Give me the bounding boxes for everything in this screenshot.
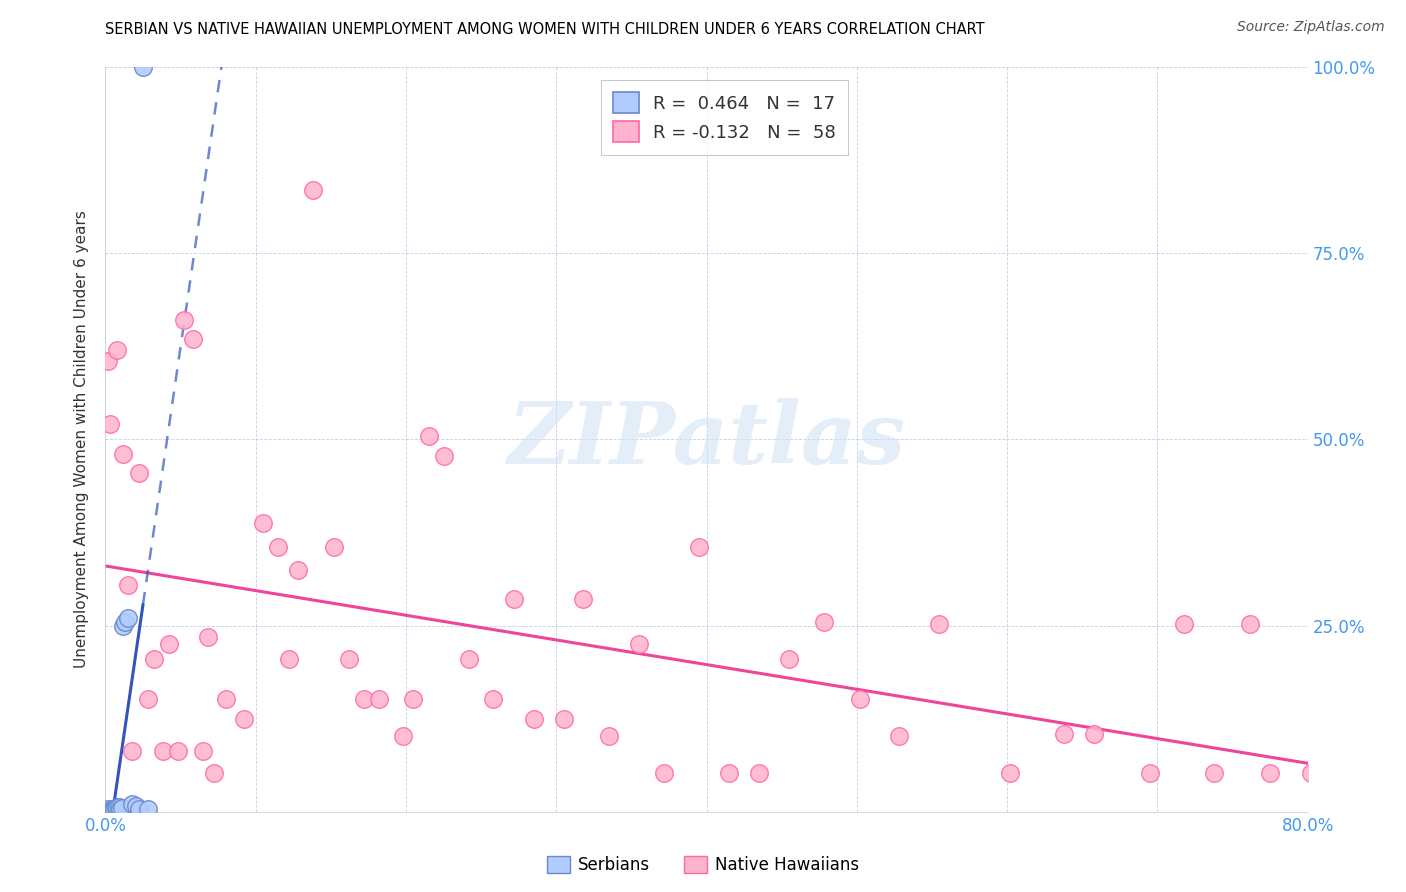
Point xyxy=(136,802,159,816)
Point xyxy=(813,615,835,629)
Point xyxy=(353,691,375,706)
Legend: R =  0.464   N =  17, R = -0.132   N =  58: R = 0.464 N = 17, R = -0.132 N = 58 xyxy=(600,79,848,155)
Text: ZIPatlas: ZIPatlas xyxy=(508,398,905,481)
Point xyxy=(1139,766,1161,780)
Point xyxy=(553,712,575,726)
Point xyxy=(132,60,155,74)
Point xyxy=(97,802,120,816)
Point xyxy=(121,744,143,758)
Point xyxy=(598,729,620,743)
Point xyxy=(688,541,710,555)
Point xyxy=(1204,766,1226,780)
Point xyxy=(232,712,254,726)
Point xyxy=(301,183,323,197)
Point xyxy=(523,712,546,726)
Point xyxy=(214,691,236,706)
Point xyxy=(124,798,146,813)
Point xyxy=(368,691,391,706)
Point xyxy=(998,766,1021,780)
Point xyxy=(1083,726,1105,740)
Point xyxy=(718,766,741,780)
Point xyxy=(152,744,174,758)
Point xyxy=(1258,766,1281,780)
Point xyxy=(103,802,125,816)
Point xyxy=(748,766,770,780)
Point xyxy=(121,797,143,812)
Point xyxy=(98,417,121,432)
Legend: Serbians, Native Hawaiians: Serbians, Native Hawaiians xyxy=(541,851,865,880)
Point xyxy=(778,652,800,666)
Point xyxy=(458,652,481,666)
Point xyxy=(849,691,872,706)
Point xyxy=(482,691,505,706)
Point xyxy=(128,466,150,480)
Point xyxy=(432,449,454,463)
Point xyxy=(503,592,526,607)
Point xyxy=(402,691,425,706)
Point xyxy=(114,615,136,629)
Point xyxy=(117,611,139,625)
Point xyxy=(627,637,650,651)
Point xyxy=(337,652,360,666)
Point xyxy=(287,563,309,577)
Point xyxy=(111,801,134,815)
Point xyxy=(181,332,204,346)
Point xyxy=(107,343,129,357)
Point xyxy=(322,541,344,555)
Point xyxy=(100,803,122,817)
Point xyxy=(110,802,132,816)
Point xyxy=(112,447,135,461)
Point xyxy=(252,516,274,530)
Y-axis label: Unemployment Among Women with Children Under 6 years: Unemployment Among Women with Children U… xyxy=(75,211,90,668)
Point xyxy=(108,799,131,814)
Point xyxy=(166,744,188,758)
Point xyxy=(202,766,225,780)
Text: Source: ZipAtlas.com: Source: ZipAtlas.com xyxy=(1237,20,1385,34)
Point xyxy=(654,766,676,780)
Point xyxy=(197,630,219,644)
Point xyxy=(104,801,127,815)
Point xyxy=(1173,617,1195,632)
Point xyxy=(1239,617,1261,632)
Text: SERBIAN VS NATIVE HAWAIIAN UNEMPLOYMENT AMONG WOMEN WITH CHILDREN UNDER 6 YEARS : SERBIAN VS NATIVE HAWAIIAN UNEMPLOYMENT … xyxy=(105,22,986,37)
Point xyxy=(112,618,135,632)
Point xyxy=(128,802,150,816)
Point xyxy=(1299,766,1322,780)
Point xyxy=(107,800,129,814)
Point xyxy=(157,637,180,651)
Point xyxy=(572,592,595,607)
Point xyxy=(392,729,415,743)
Point xyxy=(136,691,159,706)
Point xyxy=(173,313,195,327)
Point xyxy=(97,354,120,368)
Point xyxy=(887,729,910,743)
Point xyxy=(142,652,165,666)
Point xyxy=(267,541,290,555)
Point xyxy=(418,428,440,442)
Point xyxy=(277,652,299,666)
Point xyxy=(101,802,124,816)
Point xyxy=(117,577,139,591)
Point xyxy=(1053,726,1076,740)
Point xyxy=(928,617,950,632)
Point xyxy=(191,744,214,758)
